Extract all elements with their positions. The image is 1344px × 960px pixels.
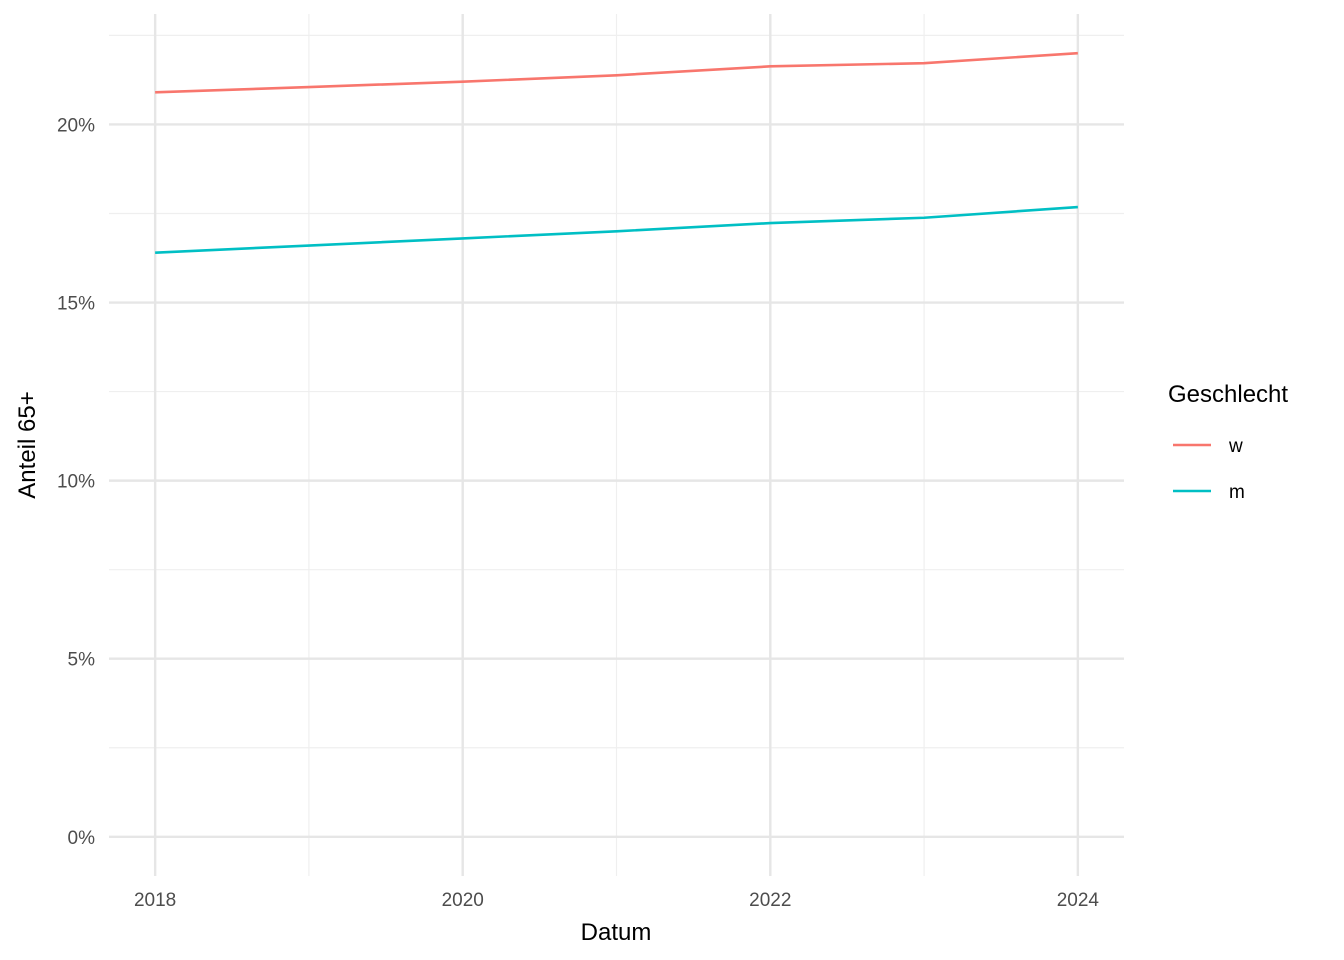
- y-tick-label: 0%: [68, 828, 96, 849]
- series-line-m: [155, 205, 1078, 254]
- legend-label-m: m: [1229, 482, 1245, 503]
- y-axis-title: Anteil 65+: [14, 391, 41, 498]
- y-tick-label: 5%: [68, 650, 96, 671]
- legend: Geschlecht wm: [1168, 381, 1288, 503]
- y-axis-ticks: 0% 5% 10% 15% 20%: [57, 115, 95, 848]
- series-lines: [155, 51, 1078, 254]
- y-tick-label: 15%: [57, 294, 95, 315]
- y-tick-label: 10%: [57, 472, 95, 493]
- x-tick-label: 2018: [134, 890, 176, 911]
- legend-items: wm: [1173, 436, 1245, 503]
- legend-label-w: w: [1228, 436, 1243, 457]
- x-tick-label: 2022: [749, 890, 791, 911]
- x-axis-title: Datum: [581, 919, 652, 946]
- x-tick-label: 2020: [442, 890, 484, 911]
- legend-title: Geschlecht: [1168, 381, 1288, 408]
- x-tick-label: 2024: [1057, 890, 1100, 911]
- x-axis-ticks: 2018 2020 2022 2024: [134, 890, 1099, 911]
- grid: [109, 14, 1124, 876]
- series-line-w: [155, 51, 1078, 94]
- y-tick-label: 20%: [57, 115, 95, 136]
